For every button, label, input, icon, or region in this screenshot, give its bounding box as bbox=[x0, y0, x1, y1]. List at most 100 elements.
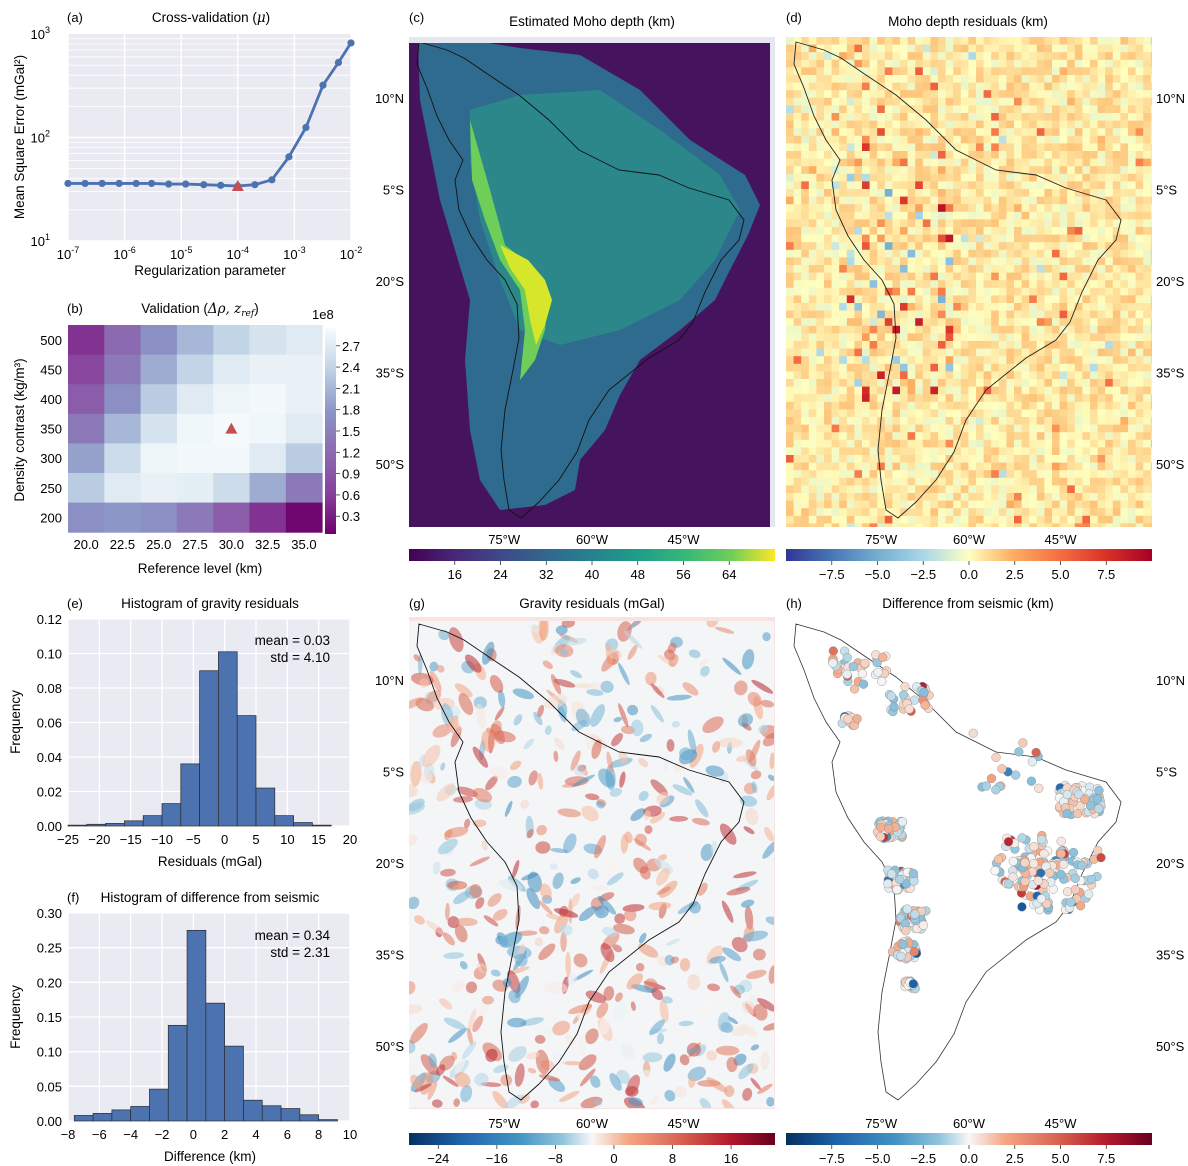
residual-cell bbox=[976, 356, 984, 365]
residual-cell bbox=[1029, 52, 1038, 61]
residual-cell bbox=[1143, 280, 1152, 289]
residual-cell bbox=[846, 401, 855, 410]
residual-cell bbox=[801, 37, 810, 45]
residual-cell bbox=[869, 386, 878, 395]
residual-cell bbox=[953, 379, 962, 387]
residual-cell bbox=[1120, 363, 1129, 372]
residual-cell bbox=[1105, 166, 1114, 175]
residual-cell bbox=[1006, 82, 1015, 91]
residual-blob bbox=[563, 637, 587, 646]
residual-cell bbox=[938, 356, 946, 365]
residual-cell bbox=[786, 204, 794, 213]
residual-cell bbox=[1112, 439, 1121, 448]
residual-cell bbox=[922, 508, 931, 517]
residual-cell bbox=[1074, 97, 1083, 106]
residual-cell bbox=[793, 173, 802, 182]
residual-blob bbox=[448, 627, 464, 653]
residual-cell bbox=[793, 44, 802, 53]
residual-cell bbox=[869, 341, 878, 349]
residual-cell bbox=[1059, 82, 1068, 91]
residual-cell bbox=[824, 401, 832, 410]
residual-cell bbox=[892, 348, 901, 357]
residual-cell bbox=[884, 424, 893, 433]
residual-cell bbox=[1021, 105, 1030, 114]
residual-cell bbox=[953, 447, 962, 456]
residual-cell bbox=[862, 371, 870, 380]
residual-cell bbox=[1006, 447, 1015, 456]
residual-cell bbox=[1150, 135, 1152, 144]
residual-cell bbox=[900, 515, 908, 524]
residual-cell bbox=[1135, 242, 1144, 251]
residual-blob bbox=[585, 1028, 599, 1045]
residual-cell bbox=[1021, 409, 1030, 418]
residual-cell bbox=[1105, 196, 1114, 205]
residual-cell bbox=[900, 523, 908, 527]
residual-cell bbox=[1021, 439, 1030, 448]
residual-cell bbox=[824, 310, 832, 319]
residual-blob bbox=[650, 779, 668, 796]
residual-blob bbox=[650, 705, 664, 723]
panel-f-bars bbox=[73, 929, 338, 1122]
residual-cell bbox=[930, 515, 939, 524]
residual-cell bbox=[1052, 75, 1060, 83]
residual-cell bbox=[1105, 59, 1114, 68]
residual-cell bbox=[1021, 523, 1030, 527]
residual-cell bbox=[991, 265, 1000, 273]
residual-cell bbox=[983, 59, 992, 68]
residual-blob bbox=[410, 1022, 428, 1044]
residual-cell bbox=[907, 310, 916, 319]
residual-cell bbox=[930, 409, 939, 418]
residual-cell bbox=[1036, 386, 1045, 395]
residual-blob bbox=[750, 1044, 760, 1051]
seismic-station bbox=[993, 854, 1004, 865]
residual-cell bbox=[808, 439, 817, 448]
residual-cell bbox=[1014, 417, 1022, 425]
residual-cell bbox=[1150, 158, 1152, 167]
residual-cell bbox=[1021, 249, 1030, 258]
residual-cell bbox=[1044, 287, 1053, 296]
residual-cell bbox=[824, 295, 832, 304]
residual-cell bbox=[1097, 196, 1106, 205]
panel-e-ylabel: Frequency bbox=[8, 690, 23, 754]
residual-cell bbox=[793, 59, 802, 68]
residual-cell bbox=[1006, 249, 1015, 258]
residual-blob bbox=[456, 786, 479, 798]
residual-cell bbox=[1059, 379, 1068, 387]
residual-cell bbox=[1143, 204, 1152, 213]
residual-cell bbox=[900, 439, 908, 448]
residual-blob bbox=[464, 818, 471, 829]
residual-cell bbox=[862, 508, 870, 517]
residual-cell bbox=[877, 265, 886, 273]
residual-cell bbox=[1074, 211, 1083, 220]
residual-cell bbox=[862, 52, 870, 61]
residual-cell bbox=[960, 44, 969, 53]
residual-cell bbox=[1059, 287, 1068, 296]
seismic-station bbox=[1092, 794, 1102, 804]
residual-cell bbox=[983, 97, 992, 106]
residual-cell bbox=[1029, 272, 1038, 281]
residual-cell bbox=[930, 280, 939, 289]
residual-cell bbox=[922, 272, 931, 281]
residual-cell bbox=[877, 432, 886, 441]
residual-cell bbox=[869, 82, 878, 91]
residual-cell bbox=[846, 249, 855, 258]
residual-cell bbox=[808, 508, 817, 517]
longitude-label: 75°W bbox=[488, 532, 521, 547]
residual-blob bbox=[764, 826, 774, 842]
residual-cell bbox=[907, 242, 916, 251]
residual-blob bbox=[515, 904, 521, 930]
residual-cell bbox=[816, 439, 825, 448]
residual-cell bbox=[983, 52, 992, 61]
residual-cell bbox=[976, 424, 984, 433]
residual-blob bbox=[575, 683, 595, 689]
residual-cell bbox=[1029, 37, 1038, 45]
residual-cell bbox=[831, 394, 840, 403]
residual-cell bbox=[892, 181, 901, 190]
residual-blob bbox=[574, 764, 586, 776]
residual-cell bbox=[786, 439, 794, 448]
residual-cell bbox=[1120, 348, 1129, 357]
residual-cell bbox=[976, 59, 984, 68]
residual-cell bbox=[953, 348, 962, 357]
residual-cell bbox=[960, 348, 969, 357]
residual-cell bbox=[1052, 462, 1060, 471]
